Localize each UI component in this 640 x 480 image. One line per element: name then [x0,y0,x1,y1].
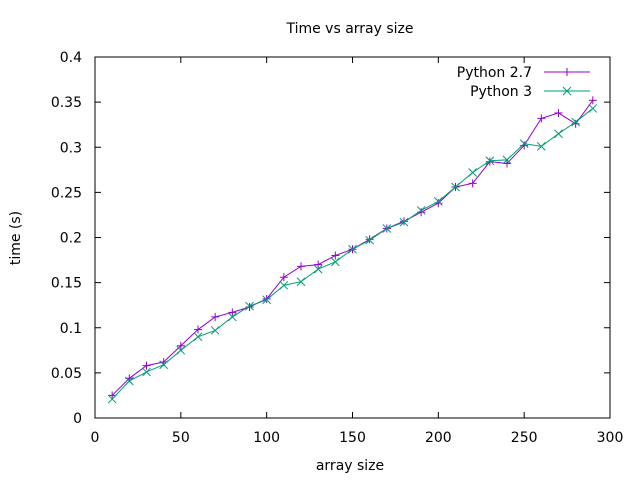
data-point [331,251,340,260]
data-point [314,260,323,269]
data-point [297,262,305,271]
data-point [399,217,409,227]
x-tick-label: 150 [339,430,366,446]
y-tick-label: 0.1 [60,321,82,337]
x-tick-label: 200 [425,430,452,446]
legend-label: Python 2.7 [457,65,532,81]
data-point [193,332,203,342]
series-0 [108,96,597,400]
data-point [159,360,169,370]
data-point [502,155,512,165]
legend-marker [563,68,571,76]
data-point [520,141,529,150]
data-point [468,179,477,188]
series-1 [107,104,598,404]
y-tick-label: 0.2 [60,231,82,247]
data-point [536,141,546,151]
data-point [503,159,511,168]
data-point [588,96,597,105]
data-point [468,168,478,177]
chart-title: Time vs array size [285,21,413,37]
data-point [245,302,254,311]
data-point [142,367,151,377]
data-point [176,341,185,350]
x-tick-label: 250 [511,430,538,446]
legend-label: Python 3 [470,84,532,100]
axes: 0 50 100 150 200 250 300 0 0.05 0.1 0.15 0.2 0.25 0.3… [51,50,624,446]
data-point [228,308,237,317]
data-point [262,294,271,303]
y-tick-label: 0 [73,411,82,427]
legend: Python 2.7 Python 3 [457,65,590,100]
data-point [571,117,581,127]
data-point [519,139,529,148]
data-point [330,257,340,267]
data-point [554,129,563,139]
data-point [365,235,375,245]
data-point [124,376,134,386]
data-point [108,391,117,400]
plot-frame [94,56,611,419]
y-tick-label: 0.35 [51,95,82,111]
data-point [194,325,202,334]
data-point [485,157,494,166]
data-point [485,156,495,166]
data-point [433,197,443,206]
data-point [176,345,186,355]
y-axis-label: time (s) [8,211,24,265]
y-tick-label: 0.05 [51,366,82,382]
data-point [279,280,289,290]
x-tick-label: 300 [597,430,624,446]
data-point [210,326,220,335]
data-point [451,182,460,192]
data-point [588,104,598,113]
data-point [400,217,408,226]
data-point [365,235,374,244]
data-point [262,295,272,305]
data-point [142,361,151,370]
plot-area [107,96,598,404]
data-point [107,394,117,404]
data-point [245,301,254,311]
data-point [227,312,237,322]
data-point [313,264,323,274]
data-point [537,114,546,123]
data-point [554,108,563,117]
data-point [296,277,306,287]
y-tick-label: 0.25 [51,185,82,201]
series-line [111,108,594,400]
x-axis-label: array size [316,458,384,474]
y-tick-label: 0.3 [60,140,82,156]
legend-marker [562,86,572,96]
x-tick-label: 0 [91,430,100,446]
data-point [348,244,357,254]
y-tick-label: 0.15 [51,276,82,292]
y-tick-label: 0.4 [60,50,82,66]
data-point [416,206,426,215]
data-point [382,224,392,233]
data-point [211,312,220,321]
data-point [279,273,288,282]
x-tick-label: 50 [172,430,190,446]
x-tick-label: 100 [253,430,280,446]
